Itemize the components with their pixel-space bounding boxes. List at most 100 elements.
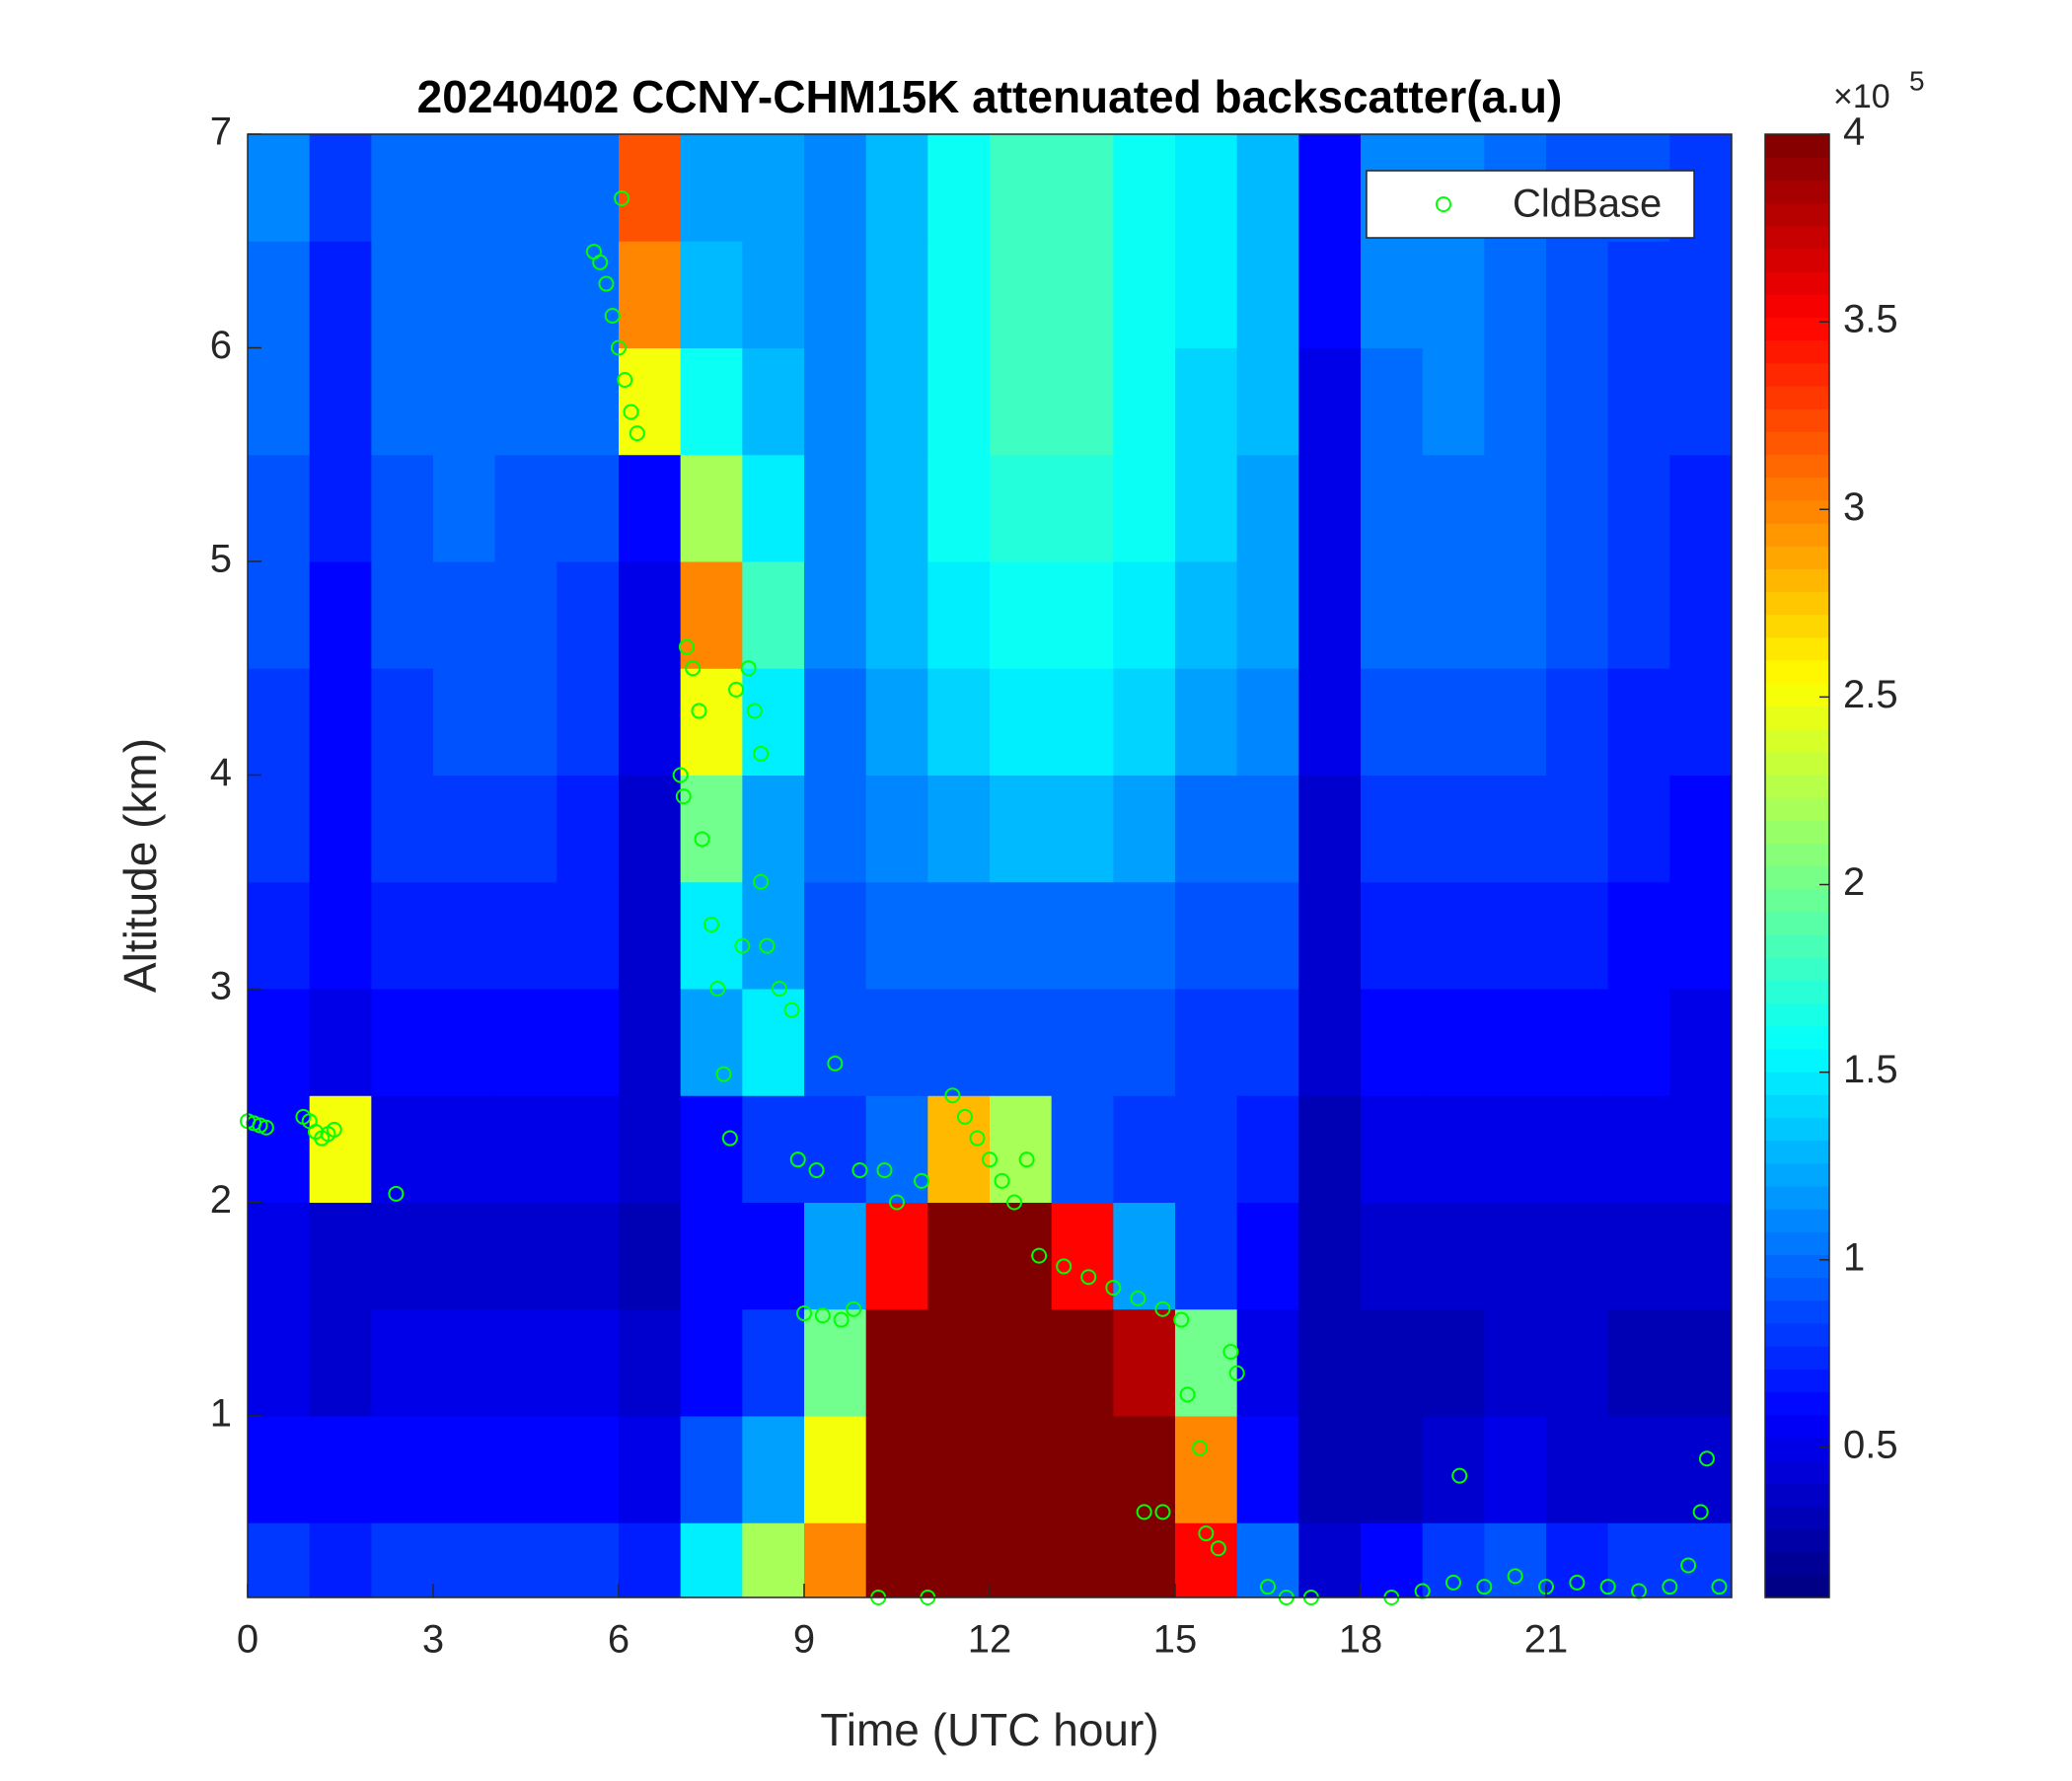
heatmap-cell <box>619 668 682 776</box>
heatmap-cell <box>494 241 557 348</box>
cloud-base-point <box>740 660 757 677</box>
heatmap-cell <box>1113 241 1176 348</box>
heatmap-cell <box>990 1202 1053 1310</box>
colorbar-step <box>1765 636 1829 661</box>
heatmap-cell <box>433 1095 496 1203</box>
heatmap-cell <box>1361 347 1424 456</box>
heatmap-cell <box>1607 668 1670 776</box>
heatmap-cell <box>1361 1308 1424 1417</box>
heatmap-cell <box>1422 1095 1485 1203</box>
heatmap-cell <box>1484 1308 1547 1417</box>
colorbar-step <box>1765 934 1829 958</box>
y-tick-label: 5 <box>210 538 232 581</box>
heatmap-cell <box>1298 1095 1362 1203</box>
y-tick-label: 3 <box>210 965 232 1008</box>
heatmap-cell <box>371 668 434 776</box>
colorbar-step <box>1765 683 1829 706</box>
heatmap-cell <box>990 134 1053 242</box>
heatmap-cell <box>1113 347 1176 456</box>
heatmap-cell <box>1051 775 1114 883</box>
heatmap-cell <box>680 1308 743 1417</box>
colorbar-step <box>1765 546 1829 569</box>
cloud-base-point <box>326 1121 342 1138</box>
heatmap-cell <box>990 1095 1053 1203</box>
heatmap-cell <box>619 1095 682 1203</box>
heatmap-cell <box>927 1095 991 1203</box>
heatmap-cell <box>742 881 805 990</box>
cloud-base-point <box>808 1162 825 1179</box>
heatmap-cell <box>1669 1308 1733 1417</box>
heatmap-cell <box>680 347 743 456</box>
heatmap-cell <box>248 560 311 669</box>
heatmap-cell <box>248 668 311 776</box>
heatmap-cell <box>1298 1202 1362 1310</box>
cloud-base-point <box>1179 1386 1196 1403</box>
heatmap-cell <box>494 1202 557 1310</box>
heatmap-cell <box>1236 775 1299 883</box>
y-tick-label: 6 <box>210 324 232 367</box>
cloud-base-point <box>258 1119 274 1136</box>
heatmap-cell <box>1484 560 1547 669</box>
heatmap-cell <box>1175 347 1238 456</box>
heatmap-cell <box>742 988 805 1096</box>
heatmap-cell <box>1051 1415 1114 1523</box>
heatmap-cell <box>494 1308 557 1417</box>
cloud-base-point <box>969 1130 986 1147</box>
heatmap-cell <box>1236 1202 1299 1310</box>
heatmap-cell <box>1546 241 1609 348</box>
cloud-base-point <box>1154 1300 1171 1317</box>
heatmap-cell <box>804 347 867 456</box>
colorbar-step <box>1765 1528 1829 1553</box>
colorbar-tick-label: 0.5 <box>1843 1423 1898 1466</box>
cloud-base-point <box>675 788 692 805</box>
colorbar-step <box>1765 980 1829 1004</box>
cloud-base-point <box>734 937 751 954</box>
heatmap-cell <box>1113 775 1176 883</box>
heatmap-cell <box>804 988 867 1096</box>
heatmap-cell <box>804 1095 867 1203</box>
heatmap-cell <box>1484 668 1547 776</box>
colorbar-step <box>1765 1299 1829 1324</box>
heatmap-cell <box>556 1522 620 1598</box>
heatmap-cell <box>1175 1308 1238 1417</box>
heatmap-cell <box>742 347 805 456</box>
heatmap-cell <box>1236 668 1299 776</box>
heatmap-cell <box>865 988 928 1096</box>
colorbar-step <box>1765 591 1829 616</box>
heatmap-cell <box>680 1095 743 1203</box>
colorbar-step <box>1765 1346 1829 1370</box>
heatmap-cell <box>309 668 372 776</box>
cloud-base-point <box>709 980 726 997</box>
cloud-base-point <box>889 1194 905 1211</box>
heatmap-cell <box>1175 1415 1238 1523</box>
cloud-base-point <box>703 917 719 933</box>
colorbar-step <box>1765 1414 1829 1439</box>
legend-box <box>1366 170 1695 239</box>
heatmap-cell <box>1422 988 1485 1096</box>
heatmap-cell <box>433 668 496 776</box>
heatmap-cell <box>1175 241 1238 348</box>
heatmap-cell <box>1546 1522 1609 1598</box>
colorbar-step <box>1765 1322 1829 1347</box>
cloud-base-point <box>1130 1290 1147 1306</box>
colorbar-step <box>1765 317 1829 341</box>
heatmap-cell <box>1546 881 1609 990</box>
heatmap-cell <box>1607 1095 1670 1203</box>
colorbar-tick-label: 1 <box>1843 1235 1865 1279</box>
cloud-base-point <box>994 1172 1010 1189</box>
heatmap-cell <box>1051 1095 1114 1203</box>
heatmap-cell <box>990 1308 1053 1417</box>
heatmap-cell <box>371 1522 434 1598</box>
heatmap-cell <box>927 241 991 348</box>
heatmap-cell <box>371 560 434 669</box>
heatmap-cell <box>680 988 743 1096</box>
colorbar-step <box>1765 865 1829 890</box>
heatmap-cell <box>927 988 991 1096</box>
heatmap-cell <box>1236 988 1299 1096</box>
cloud-base-point <box>1476 1579 1493 1595</box>
heatmap-cell <box>990 988 1053 1096</box>
colorbar-step <box>1765 1185 1829 1210</box>
cloud-base-point <box>1018 1151 1035 1168</box>
colorbar-step <box>1765 431 1829 456</box>
chart-title: 20240402 CCNY-CHM15K attenuated backscat… <box>417 71 1563 122</box>
